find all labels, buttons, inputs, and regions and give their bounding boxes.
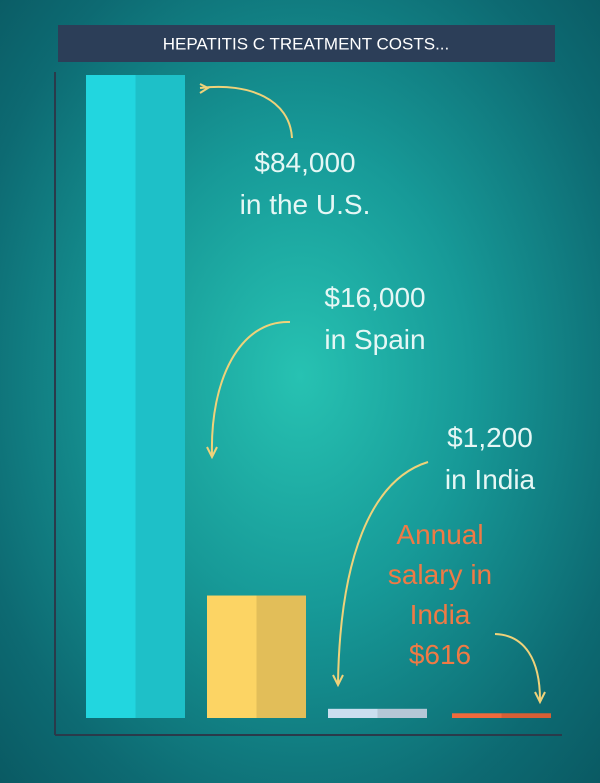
annotation: $16,000 in Spain [300, 277, 450, 361]
arrow [494, 633, 541, 701]
arrow-head [199, 83, 211, 94]
bar-shade [256, 595, 306, 718]
value-label: $616 [408, 639, 472, 670]
arrow-head [206, 446, 218, 460]
bar [452, 713, 551, 718]
bar [207, 595, 306, 718]
arrow [210, 320, 291, 456]
bar-shade [377, 708, 427, 718]
annotation: $84,000 in the U.S. [220, 142, 390, 226]
value-label: $16,000 [324, 282, 426, 313]
arrow-head [332, 674, 344, 688]
annotation-category: in the U.S. [239, 189, 371, 220]
bar-shade [501, 713, 551, 718]
annotation-category: in India [444, 464, 536, 495]
annotation: Annual salary in India $616 [380, 515, 500, 675]
arrow [199, 85, 293, 139]
value-label: $1,200 [447, 422, 533, 453]
annotation: $1,200 in India [425, 417, 555, 501]
arrow-head [534, 691, 546, 705]
bar [86, 75, 185, 718]
chart-title: HEPATITIS C TREATMENT COSTS... [163, 34, 450, 53]
arrows [199, 83, 546, 705]
annotation-category: in Spain [324, 324, 426, 355]
value-label: $84,000 [254, 147, 356, 178]
annotation-category: Annual salary in India [387, 519, 493, 630]
bar-shade [135, 75, 185, 718]
bar [328, 708, 427, 718]
arrow [337, 461, 429, 684]
title-bar [58, 25, 555, 62]
